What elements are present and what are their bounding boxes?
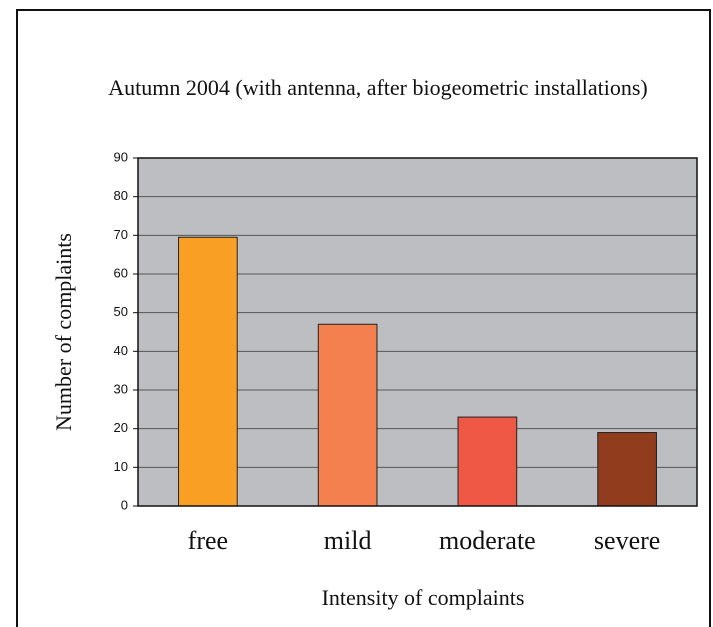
y-tick-label: 80: [114, 188, 128, 203]
x-tick-label: severe: [594, 526, 660, 555]
y-tick-label: 30: [114, 381, 128, 396]
y-tick-label: 70: [114, 227, 128, 242]
x-tick-label: mild: [324, 526, 372, 555]
frame: [16, 9, 711, 627]
chart-title: Autumn 2004 (with antenna, after biogeom…: [108, 75, 647, 100]
y-tick-label: 60: [114, 265, 128, 280]
x-tick-label: moderate: [439, 526, 536, 555]
x-tick-label: free: [188, 526, 228, 555]
bar: [457, 416, 518, 507]
x-axis-label: Intensity of complaints: [322, 585, 525, 610]
bar: [317, 323, 378, 507]
y-tick-label: 0: [121, 497, 128, 512]
bar: [597, 432, 657, 507]
y-tick-label: 10: [114, 459, 128, 474]
y-tick-label: 40: [114, 343, 128, 358]
y-tick-label: 50: [114, 304, 128, 319]
plot-border: [137, 157, 698, 507]
y-tick-label: 90: [114, 149, 128, 164]
y-axis-label: Number of complaints: [51, 233, 76, 431]
bar: [178, 236, 238, 507]
y-tick-label: 20: [114, 420, 128, 435]
